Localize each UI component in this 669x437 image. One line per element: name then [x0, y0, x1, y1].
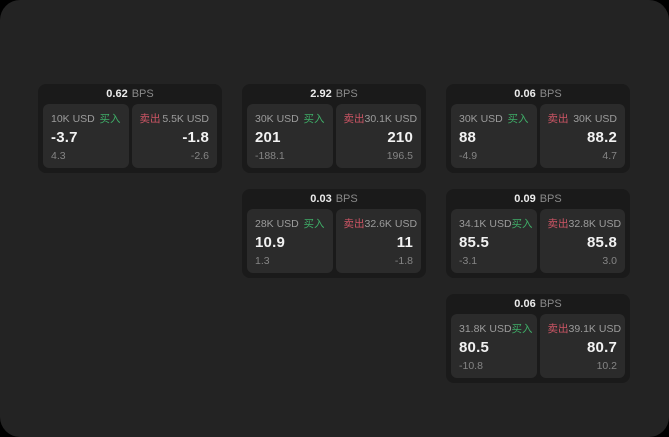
sell-panel[interactable]: 卖出 30K USD 88.2 4.7: [539, 104, 625, 168]
sell-amount: 32.6K USD: [364, 217, 418, 230]
buy-amount: 30K USD: [255, 112, 299, 125]
spread-value: 2.92: [310, 88, 332, 100]
buy-label: 买入: [511, 218, 533, 230]
buy-label: 买入: [507, 113, 529, 125]
sell-delta: 4.7: [602, 150, 617, 162]
spread-unit: BPS: [131, 88, 154, 100]
card-body: 28K USD 买入 10.9 1.3 卖出 32.6K USD 11 -1.8: [242, 209, 426, 278]
buy-amount: 31.8K USD: [459, 322, 512, 335]
quote-card: 0.06 BPS 30K USD 买入 88 -4.9 卖出 30K USD: [446, 84, 630, 173]
sell-price: 210: [387, 129, 413, 146]
buy-price: 10.9: [255, 234, 285, 251]
buy-amount: 30K USD: [459, 112, 503, 125]
quote-card: 0.09 BPS 34.1K USD 买入 85.5 -3.1 卖出 32.8K…: [446, 189, 630, 278]
spread-header: 0.06 BPS: [446, 84, 630, 104]
card-body: 31.8K USD 买入 80.5 -10.8 卖出 39.1K USD 80.…: [446, 314, 630, 383]
buy-delta: -4.9: [459, 150, 478, 162]
buy-price: 88: [459, 129, 477, 146]
spread-header: 2.92 BPS: [242, 84, 426, 104]
buy-panel[interactable]: 34.1K USD 买入 85.5 -3.1: [451, 209, 537, 273]
spread-unit: BPS: [335, 88, 358, 100]
sell-price: 80.7: [587, 339, 617, 356]
sell-label: 卖出: [547, 218, 569, 230]
spread-header: 0.09 BPS: [446, 189, 630, 209]
sell-delta: 3.0: [602, 255, 617, 267]
sell-amount: 30K USD: [573, 112, 617, 125]
buy-panel[interactable]: 28K USD 买入 10.9 1.3: [247, 209, 333, 273]
buy-delta: 1.3: [255, 255, 270, 267]
spread-header: 0.03 BPS: [242, 189, 426, 209]
sell-delta: -1.8: [394, 255, 413, 267]
quote-card: 0.03 BPS 28K USD 买入 10.9 1.3 卖出 32.6K US…: [242, 189, 426, 278]
buy-delta: -188.1: [255, 150, 285, 162]
buy-price: 201: [255, 129, 281, 146]
sell-panel[interactable]: 卖出 5.5K USD -1.8 -2.6: [131, 104, 217, 168]
quote-card: 2.92 BPS 30K USD 买入 201 -188.1 卖出 30.1K …: [242, 84, 426, 173]
card-body: 30K USD 买入 88 -4.9 卖出 30K USD 88.2 4.7: [446, 104, 630, 173]
spread-unit: BPS: [539, 88, 562, 100]
sell-price: -1.8: [182, 129, 209, 146]
buy-amount: 28K USD: [255, 217, 299, 230]
sell-amount: 39.1K USD: [568, 322, 622, 335]
spread-value: 0.06: [514, 88, 536, 100]
buy-label: 买入: [303, 218, 325, 230]
buy-panel[interactable]: 10K USD 买入 -3.7 4.3: [43, 104, 129, 168]
sell-delta: -2.6: [190, 150, 209, 162]
sell-label: 卖出: [547, 113, 569, 125]
sell-label: 卖出: [343, 218, 365, 230]
quote-card: 0.62 BPS 10K USD 买入 -3.7 4.3 卖出 5.5K USD: [38, 84, 222, 173]
sell-label: 卖出: [343, 113, 365, 125]
sell-panel[interactable]: 卖出 32.8K USD 85.8 3.0: [539, 209, 625, 273]
buy-delta: 4.3: [51, 150, 66, 162]
sell-panel[interactable]: 卖出 32.6K USD 11 -1.8: [335, 209, 421, 273]
card-body: 10K USD 买入 -3.7 4.3 卖出 5.5K USD -1.8 -2.…: [38, 104, 222, 173]
sell-panel[interactable]: 卖出 30.1K USD 210 196.5: [335, 104, 421, 168]
buy-panel[interactable]: 30K USD 买入 88 -4.9: [451, 104, 537, 168]
spread-unit: BPS: [539, 193, 562, 205]
buy-amount: 10K USD: [51, 112, 95, 125]
buy-price: 80.5: [459, 339, 489, 356]
buy-label: 买入: [303, 113, 325, 125]
sell-delta: 10.2: [596, 360, 617, 372]
spread-header: 0.06 BPS: [446, 294, 630, 314]
spread-value: 0.06: [514, 298, 536, 310]
buy-delta: -3.1: [459, 255, 478, 267]
buy-price: 85.5: [459, 234, 489, 251]
buy-panel[interactable]: 30K USD 买入 201 -188.1: [247, 104, 333, 168]
buy-label: 买入: [99, 113, 121, 125]
spread-value: 0.62: [106, 88, 128, 100]
spread-value: 0.03: [310, 193, 332, 205]
spread-unit: BPS: [335, 193, 358, 205]
sell-panel[interactable]: 卖出 39.1K USD 80.7 10.2: [539, 314, 625, 378]
buy-delta: -10.8: [459, 360, 483, 372]
spread-value: 0.09: [514, 193, 536, 205]
buy-amount: 34.1K USD: [459, 217, 512, 230]
sell-delta: 196.5: [386, 150, 413, 162]
sell-price: 88.2: [587, 129, 617, 146]
spread-unit: BPS: [539, 298, 562, 310]
sell-price: 11: [396, 234, 413, 251]
sell-amount: 5.5K USD: [162, 112, 209, 125]
buy-price: -3.7: [51, 129, 78, 146]
spread-header: 0.62 BPS: [38, 84, 222, 104]
quote-cards-grid: 0.62 BPS 10K USD 买入 -3.7 4.3 卖出 5.5K USD: [38, 84, 630, 383]
sell-label: 卖出: [139, 113, 161, 125]
sell-amount: 30.1K USD: [364, 112, 418, 125]
buy-label: 买入: [511, 323, 533, 335]
sell-amount: 32.8K USD: [568, 217, 622, 230]
buy-panel[interactable]: 31.8K USD 买入 80.5 -10.8: [451, 314, 537, 378]
sell-label: 卖出: [547, 323, 569, 335]
sell-price: 85.8: [587, 234, 617, 251]
card-body: 30K USD 买入 201 -188.1 卖出 30.1K USD 210 1…: [242, 104, 426, 173]
quote-card: 0.06 BPS 31.8K USD 买入 80.5 -10.8 卖出 39.1…: [446, 294, 630, 383]
card-body: 34.1K USD 买入 85.5 -3.1 卖出 32.8K USD 85.8…: [446, 209, 630, 278]
